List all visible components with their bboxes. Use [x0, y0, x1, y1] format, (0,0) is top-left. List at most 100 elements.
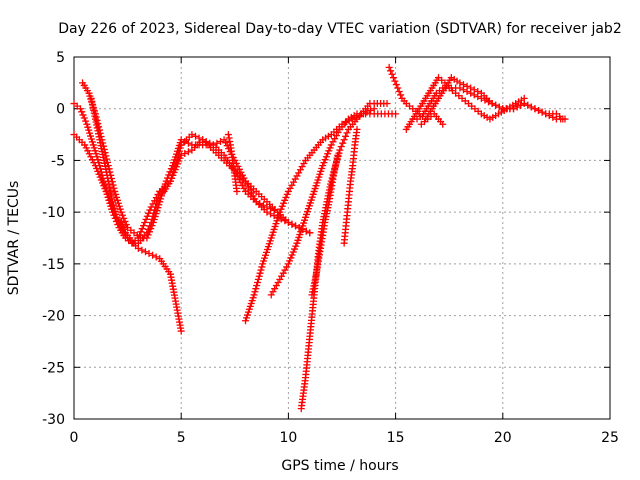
data-point	[155, 191, 163, 199]
data-point	[233, 187, 241, 195]
data-point	[175, 147, 183, 155]
data-point	[79, 111, 87, 119]
data-point	[151, 203, 159, 211]
data-point	[252, 285, 260, 293]
data-point	[138, 246, 146, 254]
data-point	[329, 138, 337, 146]
data-point	[254, 278, 262, 286]
data-point	[145, 250, 153, 258]
data-point	[176, 144, 184, 152]
data-point	[143, 229, 151, 237]
grid-lines	[74, 57, 610, 419]
data-point	[258, 263, 266, 271]
data-point	[559, 115, 567, 123]
x-tick-label: 20	[494, 430, 512, 446]
data-point	[510, 105, 518, 113]
data-point	[520, 94, 528, 102]
data-point	[283, 263, 291, 271]
data-point	[96, 162, 104, 170]
y-tick-label: -15	[42, 257, 65, 273]
data-point	[226, 137, 234, 145]
data-point	[109, 198, 117, 206]
data-point	[395, 87, 403, 95]
data-point	[80, 114, 88, 122]
series-arc-8	[297, 100, 391, 413]
data-point	[291, 175, 299, 183]
data-point	[470, 91, 478, 99]
data-point	[250, 291, 258, 299]
data-point	[383, 100, 391, 108]
data-point	[82, 117, 90, 125]
data-point	[269, 288, 277, 296]
data-point	[181, 137, 189, 145]
data-point	[101, 181, 109, 189]
data-point	[467, 89, 475, 97]
data-point	[104, 162, 112, 170]
y-tick-label: 0	[56, 102, 65, 118]
x-tick-label: 25	[601, 430, 619, 446]
data-point	[288, 220, 296, 228]
data-point	[257, 266, 265, 274]
data-point	[110, 204, 118, 212]
data-point	[209, 141, 217, 149]
data-point	[110, 184, 118, 192]
data-point	[538, 108, 546, 116]
data-point	[306, 229, 314, 237]
data-point	[253, 282, 261, 290]
series-arc-13	[413, 84, 528, 123]
data-point	[392, 81, 400, 89]
data-point	[276, 275, 284, 283]
data-point	[337, 143, 345, 151]
data-point	[267, 291, 275, 299]
data-point	[191, 132, 199, 140]
y-tick-label: -30	[42, 412, 65, 428]
data-point	[353, 125, 361, 133]
data-point	[290, 178, 298, 186]
data-point	[334, 151, 342, 159]
data-point	[149, 212, 157, 220]
series-arc-4	[87, 94, 282, 247]
data-point	[342, 132, 350, 140]
data-point	[149, 251, 157, 259]
x-tick-label: 15	[387, 430, 405, 446]
data-point	[531, 105, 539, 113]
data-point	[334, 129, 342, 137]
series-arc-7	[267, 110, 400, 299]
data-point	[270, 206, 278, 214]
data-point	[101, 184, 109, 192]
data-point	[150, 209, 158, 217]
data-point	[109, 181, 117, 189]
data-point	[147, 218, 155, 226]
data-point	[109, 201, 117, 209]
data-point	[254, 275, 262, 283]
data-point	[459, 86, 467, 94]
data-point	[177, 327, 185, 335]
data-point	[474, 93, 482, 101]
data-point	[118, 211, 126, 219]
axis-ticks: 0 5 10 15 20 25 5 0 -5 -10 -15 -20 -25 -30	[42, 50, 619, 446]
data-point	[188, 131, 196, 139]
data-points	[70, 63, 569, 413]
data-point	[267, 205, 275, 213]
data-point	[138, 225, 146, 233]
data-point	[298, 163, 306, 171]
y-tick-label: 5	[56, 50, 65, 66]
data-point	[288, 181, 296, 189]
data-point	[206, 139, 214, 147]
data-point	[153, 197, 161, 205]
data-point	[195, 134, 203, 142]
data-point	[151, 206, 159, 214]
data-point	[477, 94, 485, 102]
data-point	[336, 146, 344, 154]
data-point	[439, 120, 447, 128]
data-point	[385, 63, 393, 71]
data-point	[387, 67, 395, 75]
data-point	[152, 200, 160, 208]
data-point	[76, 105, 84, 113]
data-point	[277, 215, 285, 223]
data-point	[331, 135, 339, 143]
data-point	[224, 131, 232, 139]
data-point	[112, 210, 120, 218]
data-point	[495, 103, 503, 111]
data-point	[174, 153, 182, 161]
